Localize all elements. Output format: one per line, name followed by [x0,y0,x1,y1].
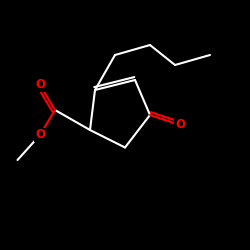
Text: O: O [35,78,45,92]
Text: O: O [35,128,45,141]
Text: O: O [175,118,185,132]
